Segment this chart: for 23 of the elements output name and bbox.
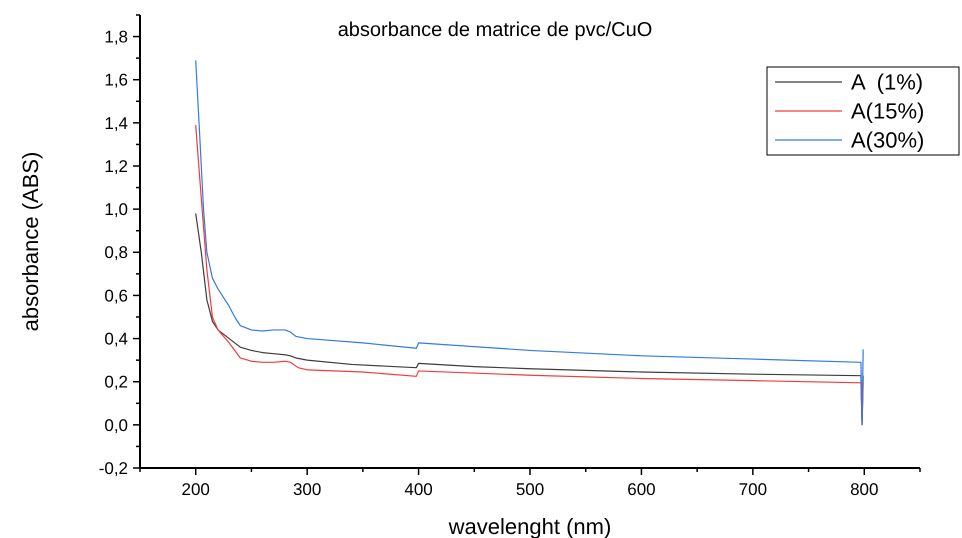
y-tick-label: 1,2	[104, 156, 128, 176]
y-axis-title: absorbance (ABS)	[18, 152, 43, 332]
y-tick-label: 1,6	[104, 70, 128, 90]
y-tick-label: 0,0	[104, 416, 128, 435]
legend-label: A(30%)	[851, 128, 924, 153]
x-tick-label: 800	[850, 480, 878, 499]
y-tick-label: 0,8	[104, 243, 128, 262]
chart-title: absorbance de matrice de pvc/CuO	[338, 19, 652, 41]
y-tick-label: 0,6	[104, 286, 128, 306]
x-tick-label: 300	[292, 480, 322, 499]
x-tick-label: 700	[738, 480, 768, 499]
x-tick-label: 600	[627, 480, 656, 499]
x-tick-label: 400	[404, 480, 433, 499]
legend-label: A(15%)	[851, 98, 924, 124]
y-tick-label: 0,2	[104, 372, 128, 392]
y-tick-label: 1,4	[104, 114, 128, 133]
x-tick-label: 500	[516, 480, 544, 499]
y-tick-label: 0,4	[104, 330, 128, 349]
y-tick-label: 1,8	[104, 28, 128, 47]
x-tick-label: 200	[182, 480, 210, 499]
legend-label: A (1%)	[851, 70, 924, 95]
y-tick-label: 1,0	[104, 200, 128, 220]
y-tick-label: -0,2	[98, 458, 128, 478]
